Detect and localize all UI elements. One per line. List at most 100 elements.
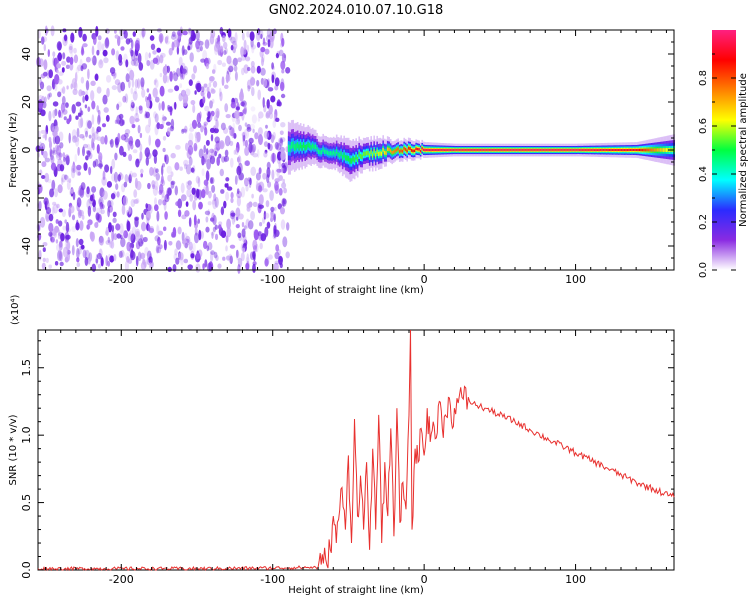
noise-speckle (91, 263, 97, 272)
noise-speckle (250, 65, 256, 74)
ridge-cell (619, 149, 621, 151)
noise-speckle (257, 89, 262, 101)
noise-speckle (70, 32, 75, 43)
noise-speckle (179, 166, 183, 171)
noise-speckle (80, 110, 84, 116)
ridge-cell (515, 149, 518, 151)
noise-speckle (96, 128, 99, 134)
ridge-cell (362, 151, 365, 156)
noise-speckle (49, 149, 54, 161)
noise-speckle (233, 149, 237, 155)
noise-speckle (274, 260, 280, 265)
ridge-cell (379, 151, 381, 156)
noise-speckle (135, 180, 142, 191)
noise-speckle (191, 119, 198, 129)
noise-speckle (179, 83, 183, 88)
ridge-cell (458, 149, 461, 151)
noise-speckle (154, 124, 159, 136)
ridge-cell (502, 149, 504, 151)
noise-speckle (40, 109, 46, 117)
noise-speckle (128, 230, 134, 242)
ridge-cell (553, 149, 555, 151)
colorbar-gradient (712, 30, 736, 270)
noise-speckle (143, 261, 147, 268)
noise-speckle (158, 199, 162, 206)
noise-speckle (211, 98, 215, 104)
noise-speckle (77, 189, 82, 196)
ridge-cell (322, 147, 324, 152)
noise-speckle (187, 27, 191, 35)
noise-speckle (229, 244, 236, 249)
noise-speckle (201, 189, 206, 199)
ridge-cell (629, 148, 632, 151)
noise-speckle (154, 180, 159, 191)
ridge-cell (662, 148, 665, 152)
noise-speckle (174, 85, 180, 92)
noise-speckle (122, 151, 127, 157)
spectrogram-y-ticks: -40 -20 0 20 40 (20, 29, 674, 271)
ridge-cell (590, 149, 593, 151)
noise-speckle (184, 210, 190, 217)
noise-speckle (216, 156, 220, 166)
noise-speckle (134, 87, 137, 95)
ridge-cell (463, 149, 465, 151)
noise-speckle (234, 71, 238, 81)
noise-speckle (204, 210, 211, 216)
noise-speckle (130, 101, 135, 109)
noise-speckle (114, 29, 117, 34)
noise-speckle (184, 125, 188, 134)
ridge-cell (326, 150, 329, 155)
noise-speckle (252, 201, 258, 207)
colorbar-tick-label: 0.0 (698, 262, 709, 278)
noise-speckle (273, 225, 277, 234)
noise-speckle (100, 136, 106, 145)
noise-speckle (145, 203, 148, 209)
noise-speckle (224, 135, 231, 147)
noise-speckle (172, 103, 176, 110)
noise-speckle (266, 221, 271, 229)
noise-speckle (52, 201, 57, 206)
ridge-cell (313, 144, 315, 150)
noise-speckle (243, 225, 247, 230)
noise-speckle (271, 169, 275, 180)
noise-speckle (173, 72, 179, 82)
noise-speckle (94, 73, 99, 81)
noise-speckle (126, 67, 132, 72)
noise-speckle (276, 168, 282, 173)
noise-speckle (134, 228, 141, 237)
noise-speckle (184, 163, 188, 170)
ridge-cell (368, 153, 371, 158)
noise-speckle (159, 85, 165, 97)
noise-speckle (58, 71, 64, 76)
noise-speckle (219, 26, 224, 35)
noise-speckle (205, 226, 210, 233)
ridge-cell (440, 149, 443, 151)
noise-speckle (234, 32, 238, 43)
noise-speckle (155, 96, 160, 103)
ridge-cell (412, 149, 414, 153)
snr-y-multiplier: (x10⁴) (10, 294, 21, 325)
noise-speckle (243, 107, 247, 115)
noise-speckle (235, 106, 240, 111)
noise-speckle (234, 105, 241, 111)
noise-speckle (191, 187, 196, 195)
noise-speckle (39, 81, 45, 90)
noise-speckle (53, 231, 57, 238)
x-tick-label: -100 (260, 573, 285, 586)
snr-y-label: SNR (10 * v/v) (8, 414, 19, 485)
noise-speckle (128, 174, 132, 184)
ridge-cell (634, 148, 636, 151)
noise-speckle (156, 122, 161, 130)
noise-speckle (48, 213, 54, 222)
noise-speckle (152, 57, 159, 64)
noise-speckle (203, 158, 207, 165)
noise-speckle (80, 65, 84, 72)
noise-speckle (258, 111, 264, 119)
noise-speckle (202, 96, 206, 104)
noise-speckle (104, 134, 108, 145)
noise-speckle (236, 195, 241, 207)
noise-speckle (139, 132, 143, 139)
noise-speckle (181, 194, 187, 202)
noise-speckle (110, 138, 114, 148)
noise-speckle (172, 264, 177, 272)
